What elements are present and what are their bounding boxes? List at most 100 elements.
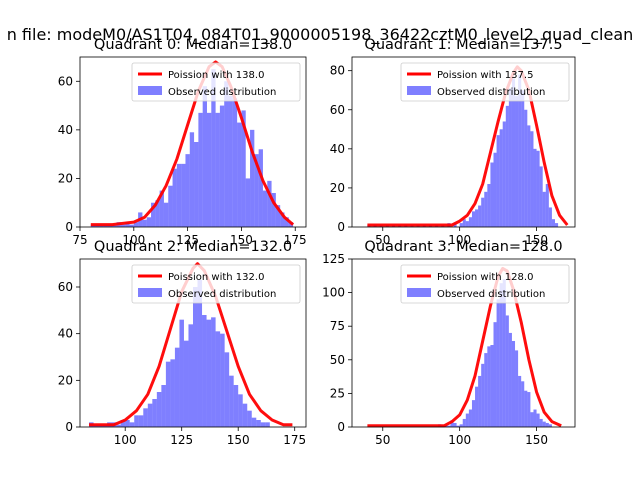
- charts-group: 75 100 125 150 175 0 20 40 60 Quadrant 0: Median=…: [58, 37, 576, 447]
- histogram-bar-2-28: [215, 331, 221, 427]
- legend-label-observed-3: Observed distribution: [437, 289, 545, 300]
- histogram-bar-0-19: [172, 168, 177, 227]
- chart-quadrant-1: 50 100 150 0 20 40 60 80 Quadrant 1: Median=137.…: [330, 37, 576, 247]
- legend-label-poisson-1: Poission with 137.5: [437, 70, 533, 81]
- histogram-bar-3-36: [548, 424, 552, 427]
- x-tick-label-2-3: 175: [283, 433, 306, 447]
- y-tick-label-1-2: 40: [330, 142, 345, 156]
- legend-box-3: [400, 264, 570, 304]
- histogram-bar-2-14: [152, 399, 157, 427]
- histogram-bar-0-39: [258, 149, 263, 227]
- x-tick-label-2-0: 100: [114, 433, 137, 447]
- chart-title-0: Quadrant 0: Median=138.0: [94, 37, 292, 53]
- x-tick-label-2-2: 150: [227, 433, 250, 447]
- histogram-bar-3-5: [453, 422, 457, 427]
- histogram-bar-3-19: [496, 299, 500, 427]
- histogram-bar-1-18: [468, 217, 472, 227]
- histogram-bar-0-13: [146, 217, 152, 227]
- y-tick-label-1-4: 80: [330, 64, 345, 78]
- histogram-bar-1-21: [478, 205, 482, 227]
- histogram-bar-1-33: [515, 96, 519, 227]
- y-tick-label-3-1: 25: [330, 386, 345, 400]
- histogram-bar-2-21: [183, 340, 189, 427]
- histogram-bar-2-16: [161, 385, 166, 427]
- legend-label-observed-2: Observed distribution: [168, 289, 276, 300]
- histogram-bar-3-27: [521, 381, 525, 427]
- x-tick-label-3-0: 50: [375, 433, 390, 447]
- x-tick-label-3-2: 150: [525, 433, 548, 447]
- histogram-bar-0-43: [275, 205, 281, 227]
- histogram-bar-3-35: [545, 422, 549, 427]
- histogram-bar-1-29: [502, 121, 506, 227]
- histogram-bar-2-9: [129, 422, 135, 427]
- histogram-bar-0-23: [189, 132, 195, 227]
- y-tick-label-3-5: 125: [322, 252, 345, 266]
- histogram-bar-2-19: [174, 347, 180, 427]
- histogram-bar-2-22: [188, 324, 193, 427]
- histogram-bar-3-16: [487, 346, 491, 427]
- histogram-bar-0-34: [237, 122, 242, 227]
- histogram-bar-1-45: [551, 219, 556, 227]
- histogram-bar-2-13: [147, 403, 153, 427]
- histogram-bar-2-37: [256, 420, 261, 427]
- histogram-bar-3-14: [481, 363, 485, 427]
- histogram-bar-0-8: [125, 222, 130, 227]
- histogram-bar-0-22: [185, 154, 190, 227]
- histogram-bar-0-29: [215, 112, 220, 227]
- histogram-bar-3-3: [447, 425, 451, 427]
- histogram-bar-0-40: [262, 190, 268, 227]
- histogram-bar-3-25: [515, 350, 519, 427]
- histogram-bar-0-12: [142, 219, 147, 227]
- histogram-bar-1-19: [471, 211, 476, 227]
- axes-frame-1: [351, 56, 576, 228]
- histogram-bar-3-33: [539, 418, 543, 427]
- histogram-bar-3-11: [471, 400, 476, 427]
- histogram-bar-1-22: [481, 197, 485, 227]
- histogram-bar-0-24: [194, 142, 199, 227]
- histogram-bar-0-35: [241, 110, 246, 227]
- histogram-bar-3-18: [493, 322, 497, 427]
- x-tick-label-2-1: 125: [170, 433, 193, 447]
- histogram-bar-2-23: [193, 287, 198, 427]
- histogram-bar-3-4: [450, 420, 454, 427]
- histogram-bar-2-34: [242, 403, 248, 427]
- histogram-bar-0-10: [133, 222, 139, 227]
- chart-title-3: Quadrant 3: Median=128.0: [364, 239, 562, 255]
- x-tick-label-3-1: 100: [448, 433, 471, 447]
- legend-box-1: [400, 62, 570, 102]
- histogram-bar-1-44: [548, 207, 552, 227]
- legend-box-2: [131, 264, 301, 304]
- histogram-bar-2-8: [125, 420, 130, 427]
- legend-box-0: [131, 62, 301, 102]
- histogram-bar-2-38: [260, 422, 266, 427]
- x-tick-label-1-1: 100: [448, 233, 471, 247]
- legend-label-poisson-2: Poission with 132.0: [168, 272, 264, 283]
- y-tick-label-1-0: 0: [337, 220, 345, 234]
- histogram-bar-0-42: [271, 193, 276, 227]
- legend-bar-swatch-3: [407, 288, 431, 297]
- histogram-bar-3-10: [468, 409, 472, 427]
- histogram-bar-2-17: [165, 361, 171, 427]
- y-tick-label-0-3: 60: [58, 74, 73, 88]
- x-tick-label-1-0: 50: [375, 233, 390, 247]
- histogram-bar-3-23: [508, 332, 512, 427]
- histogram-bar-3-31: [533, 409, 537, 427]
- histogram-bar-2-6: [116, 424, 121, 427]
- y-tick-label-2-0: 0: [65, 420, 73, 434]
- histogram-bar-3-15: [484, 353, 488, 427]
- histogram-bar-3-32: [536, 413, 540, 427]
- histogram-bar-1-28: [499, 129, 503, 227]
- histogram-bar-0-33: [232, 98, 238, 228]
- histogram-bar-3-22: [505, 315, 509, 427]
- histogram-bar-1-37: [527, 125, 531, 227]
- histogram-bar-1-25: [490, 162, 494, 227]
- histogram-bar-3-9: [465, 413, 469, 427]
- histogram-bar-0-32: [228, 95, 233, 227]
- histogram-bar-3-34: [542, 421, 546, 427]
- histogram-bar-3-20: [499, 283, 503, 427]
- histogram-bar-0-20: [176, 163, 182, 227]
- histogram-bar-3-28: [524, 390, 528, 427]
- histogram-bar-1-34: [518, 74, 522, 227]
- histogram-bar-1-39: [533, 148, 537, 227]
